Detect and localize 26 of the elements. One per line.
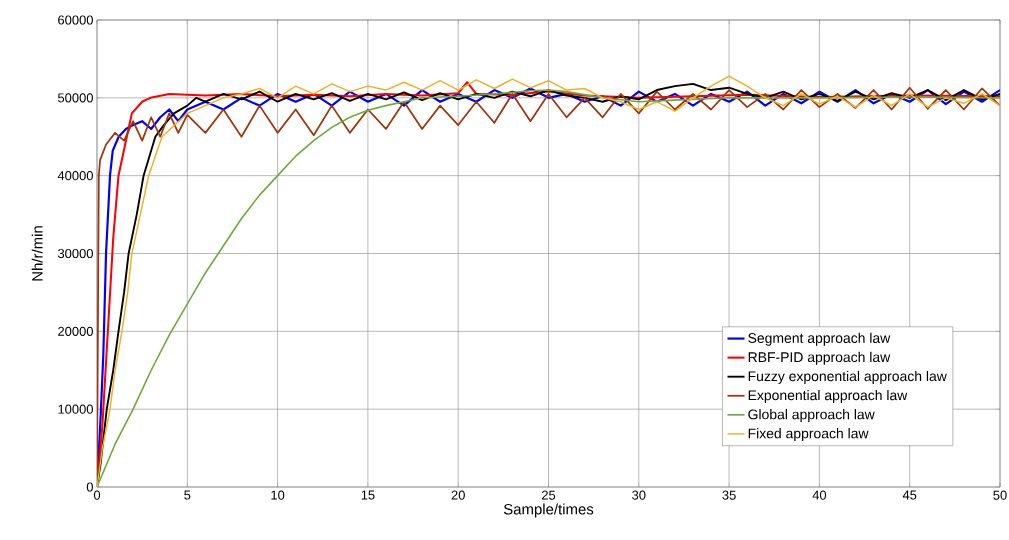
x-tick-label: 45: [902, 490, 917, 500]
x-tick-label: 10: [271, 490, 285, 500]
x-tick-label: 50: [993, 490, 1007, 500]
x-tick-label: 0: [93, 490, 101, 500]
legend-label: Segment approach law: [748, 332, 891, 346]
y-tick-label: 30000: [57, 248, 93, 259]
y-tick-label: 20000: [58, 326, 93, 336]
x-tick-label: 15: [361, 490, 375, 500]
legend-label: Fixed approach law: [748, 428, 869, 442]
x-tick-label: 30: [632, 490, 646, 500]
y-tick-label: 0: [86, 482, 93, 492]
y-tick-label: 40000: [57, 171, 93, 181]
legend-label: RBF-PID approach law: [748, 351, 891, 365]
y-tick-label: 10000: [58, 404, 93, 414]
x-tick-label: 20: [451, 490, 465, 500]
x-tick-label: 25: [541, 490, 556, 500]
legend-label: Global approach law: [748, 409, 875, 423]
legend-label: Exponential approach law: [748, 389, 908, 403]
y-axis-title: Nh/r/min: [31, 226, 43, 281]
y-tick-label: 60000: [58, 15, 93, 25]
legend-label: Fuzzy exponential approach law: [748, 370, 947, 384]
x-axis-title: Sample/times: [503, 503, 594, 518]
y-tick-label: 50000: [57, 93, 93, 103]
x-tick-label: 35: [722, 490, 736, 500]
x-tick-label: 5: [184, 490, 191, 500]
x-tick-label: 40: [812, 490, 827, 500]
